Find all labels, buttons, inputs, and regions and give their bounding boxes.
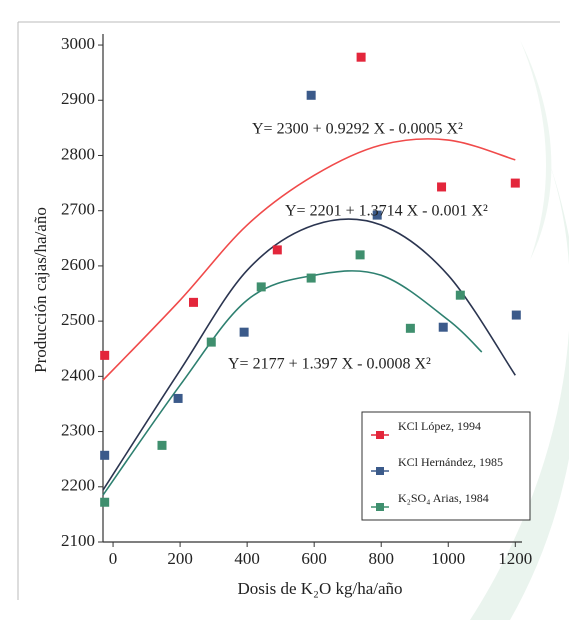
y-tick-label: 2200 (61, 476, 95, 495)
point (510, 178, 520, 188)
y-tick-label: 3000 (61, 34, 95, 53)
point (405, 323, 415, 333)
y-tick-label: 2600 (61, 255, 95, 274)
x-tick-label: 1000 (431, 549, 465, 568)
x-tick-label: 1200 (498, 549, 532, 568)
y-tick-label: 2400 (61, 365, 95, 384)
x-axis-label: Dosis de K₂O kg/ha/año (237, 579, 402, 598)
point (455, 290, 465, 300)
point (100, 350, 110, 360)
y-tick-label: 2500 (61, 310, 95, 329)
x-tick-label: 800 (368, 549, 394, 568)
fit-curve (102, 218, 516, 491)
fit-curve (102, 270, 483, 496)
point (189, 297, 199, 307)
point (356, 52, 366, 62)
point (157, 440, 167, 450)
frame (17, 21, 560, 600)
point (206, 337, 216, 347)
point (355, 250, 365, 260)
equation: Y= 2300 + 0.9292 X - 0.0005 X² (252, 121, 463, 138)
point (173, 393, 183, 403)
point (239, 327, 249, 337)
equation: Y= 2177 + 1.397 X - 0.0008 X² (228, 356, 431, 373)
point (306, 273, 316, 283)
point (438, 322, 448, 332)
point (372, 210, 382, 220)
y-tick-label: 2100 (61, 531, 95, 550)
y-axis-label: Producción cajas/ha/año (31, 207, 50, 373)
point (306, 90, 316, 100)
y-tick-label: 2800 (61, 144, 95, 163)
decor (520, 40, 552, 260)
equation: Y= 2201 + 1.3714 X - 0.001 X² (285, 203, 488, 220)
point (272, 245, 282, 255)
legend-label: K₂SO₄ Arias, 1984 (398, 491, 489, 505)
y-tick-label: 2700 (61, 200, 95, 219)
legend (361, 411, 531, 521)
y-tick-label: 2300 (61, 420, 95, 439)
legend-label: KCl López, 1994 (398, 419, 481, 433)
legend-label: KCl Hernández, 1985 (398, 455, 503, 469)
x-tick-label: 400 (234, 549, 260, 568)
x-tick-label: 600 (301, 549, 327, 568)
point (256, 282, 266, 292)
y-tick-label: 2900 (61, 89, 95, 108)
x-tick-label: 200 (167, 549, 193, 568)
point (511, 310, 521, 320)
fit-curve (102, 138, 516, 381)
point (100, 450, 110, 460)
point (100, 497, 110, 507)
x-tick-label: 0 (109, 549, 118, 568)
decor (470, 150, 569, 620)
point (437, 182, 447, 192)
